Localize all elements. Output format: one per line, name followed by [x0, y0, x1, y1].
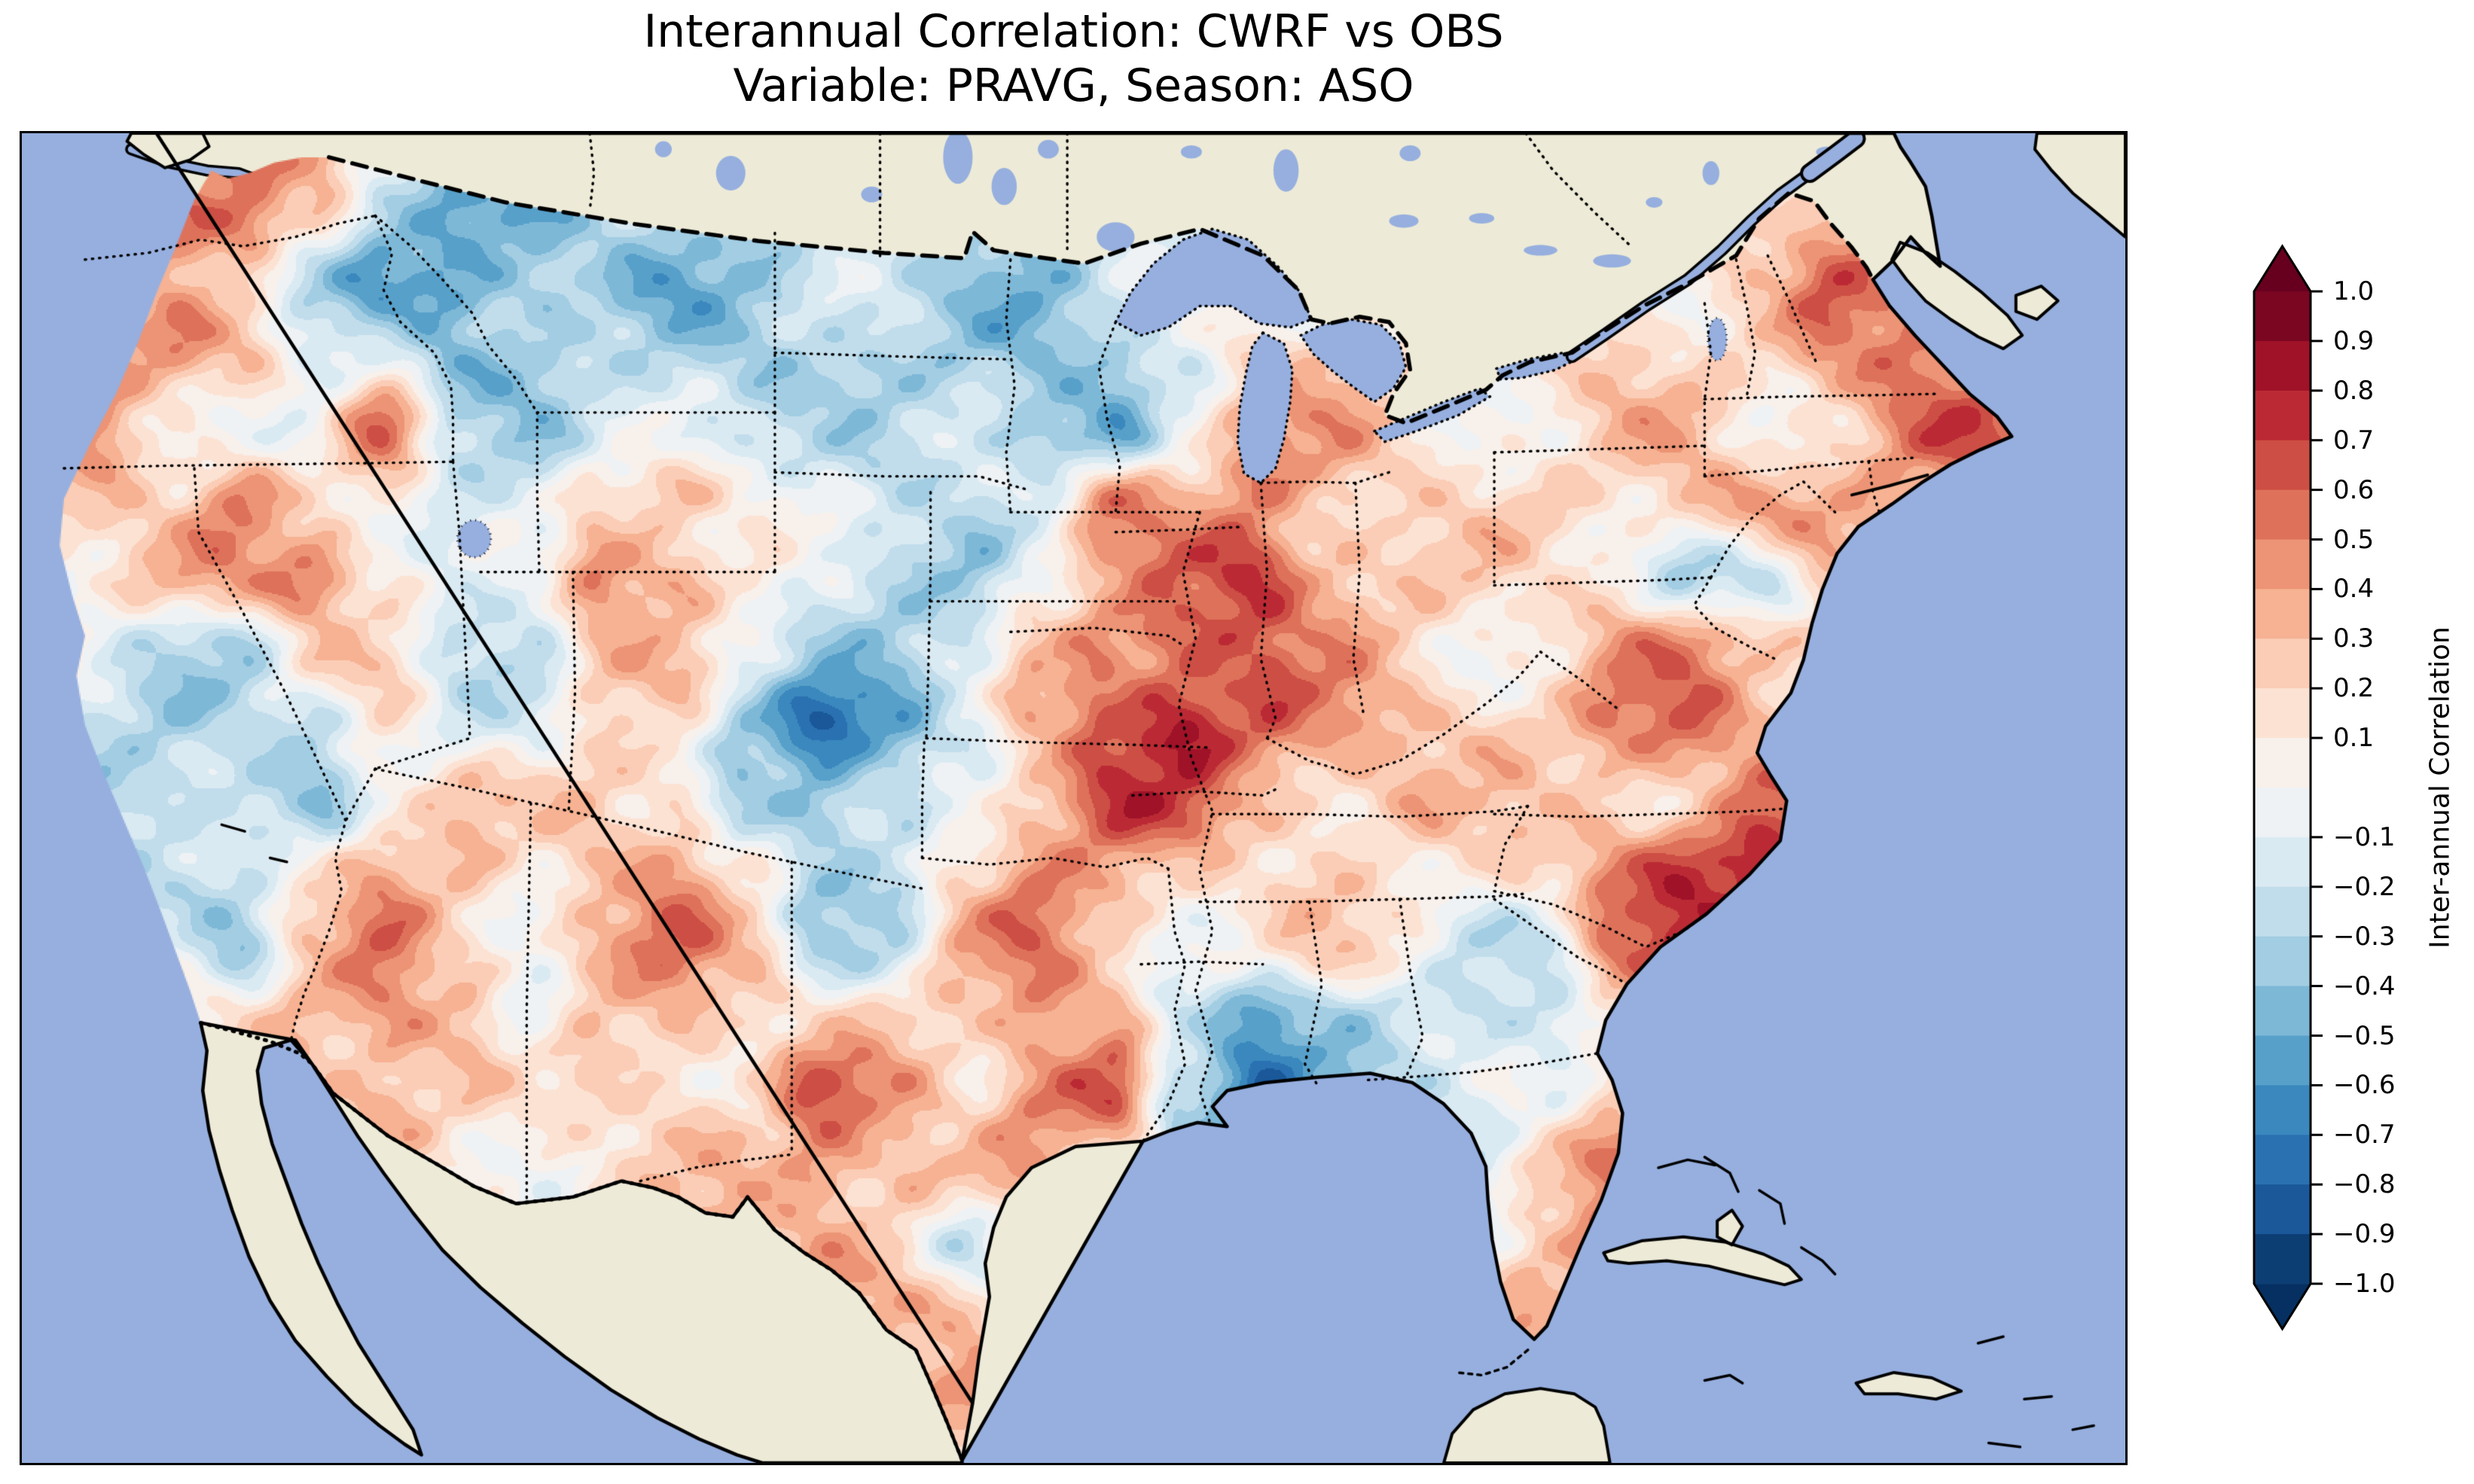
colorbar-tick-label: 0.1: [2333, 723, 2375, 754]
colorbar-tick-label: 0.4: [2333, 574, 2375, 605]
colorbar-band: [2254, 1085, 2311, 1135]
colorbar-tick-label: 0.9: [2333, 325, 2375, 356]
colorbar-band: [2254, 886, 2311, 937]
colorbar-tick-label: 0.5: [2333, 524, 2375, 555]
colorbar-tick-label: 1.0: [2333, 276, 2375, 306]
colorbar-tick-label: 0.3: [2333, 623, 2375, 654]
colorbar-tick-label: −0.4: [2333, 971, 2396, 1001]
colorbar-tick-label: −0.1: [2333, 821, 2396, 852]
colorbar-tick-label: −0.7: [2333, 1120, 2396, 1150]
colorbar-band: [2254, 986, 2311, 1037]
colorbar-band: [2254, 688, 2311, 739]
figure-title-line1: Interannual Correlation: CWRF vs OBS: [643, 5, 1504, 58]
colorbar-band: [2254, 638, 2311, 689]
colorbar-tick-label: −0.2: [2333, 871, 2396, 902]
colorbar-tick-label: −0.8: [2333, 1169, 2396, 1200]
colorbar-band: [2254, 291, 2311, 342]
colorbar-band: [2254, 788, 2311, 838]
figure-title: Interannual Correlation: CWRF vs OBS Var…: [22, 5, 2125, 113]
colorbar-tick-label: −0.6: [2333, 1070, 2396, 1101]
colorbar-tick-label: −0.3: [2333, 921, 2396, 952]
colorbar-tick-label: 0.8: [2333, 375, 2375, 406]
colorbar-tick-label: −1.0: [2333, 1269, 2396, 1299]
figure-title-line2: Variable: PRAVG, Season: ASO: [733, 59, 1414, 112]
colorbar-tick-label: 0.6: [2333, 474, 2375, 505]
colorbar-band: [2254, 1135, 2311, 1185]
colorbar-tick-label: 0.2: [2333, 673, 2375, 704]
us-correlation-map-canvas: [22, 133, 2125, 1463]
colorbar-band: [2254, 390, 2311, 441]
colorbar-band: [2254, 340, 2311, 392]
colorbar-band: [2254, 1184, 2311, 1235]
colorbar-band: [2254, 1035, 2311, 1086]
colorbar-tick-label: 0.7: [2333, 425, 2375, 456]
colorbar-band: [2254, 589, 2311, 639]
map-frame: [20, 131, 2128, 1465]
colorbar-band: [2254, 440, 2311, 491]
colorbar-band: [2254, 738, 2311, 788]
colorbar-tick-label: −0.9: [2333, 1219, 2396, 1250]
colorbar-band: [2254, 1234, 2311, 1284]
colorbar-axis-label: Inter-annual Correlation: [2424, 626, 2456, 949]
colorbar-band: [2254, 936, 2311, 987]
colorbar-band: [2254, 489, 2311, 541]
colorbar-band: [2254, 539, 2311, 590]
colorbar-tick-label: −0.5: [2333, 1020, 2396, 1051]
colorbar-gradient: [2253, 244, 2323, 1331]
colorbar-band: [2254, 836, 2311, 888]
